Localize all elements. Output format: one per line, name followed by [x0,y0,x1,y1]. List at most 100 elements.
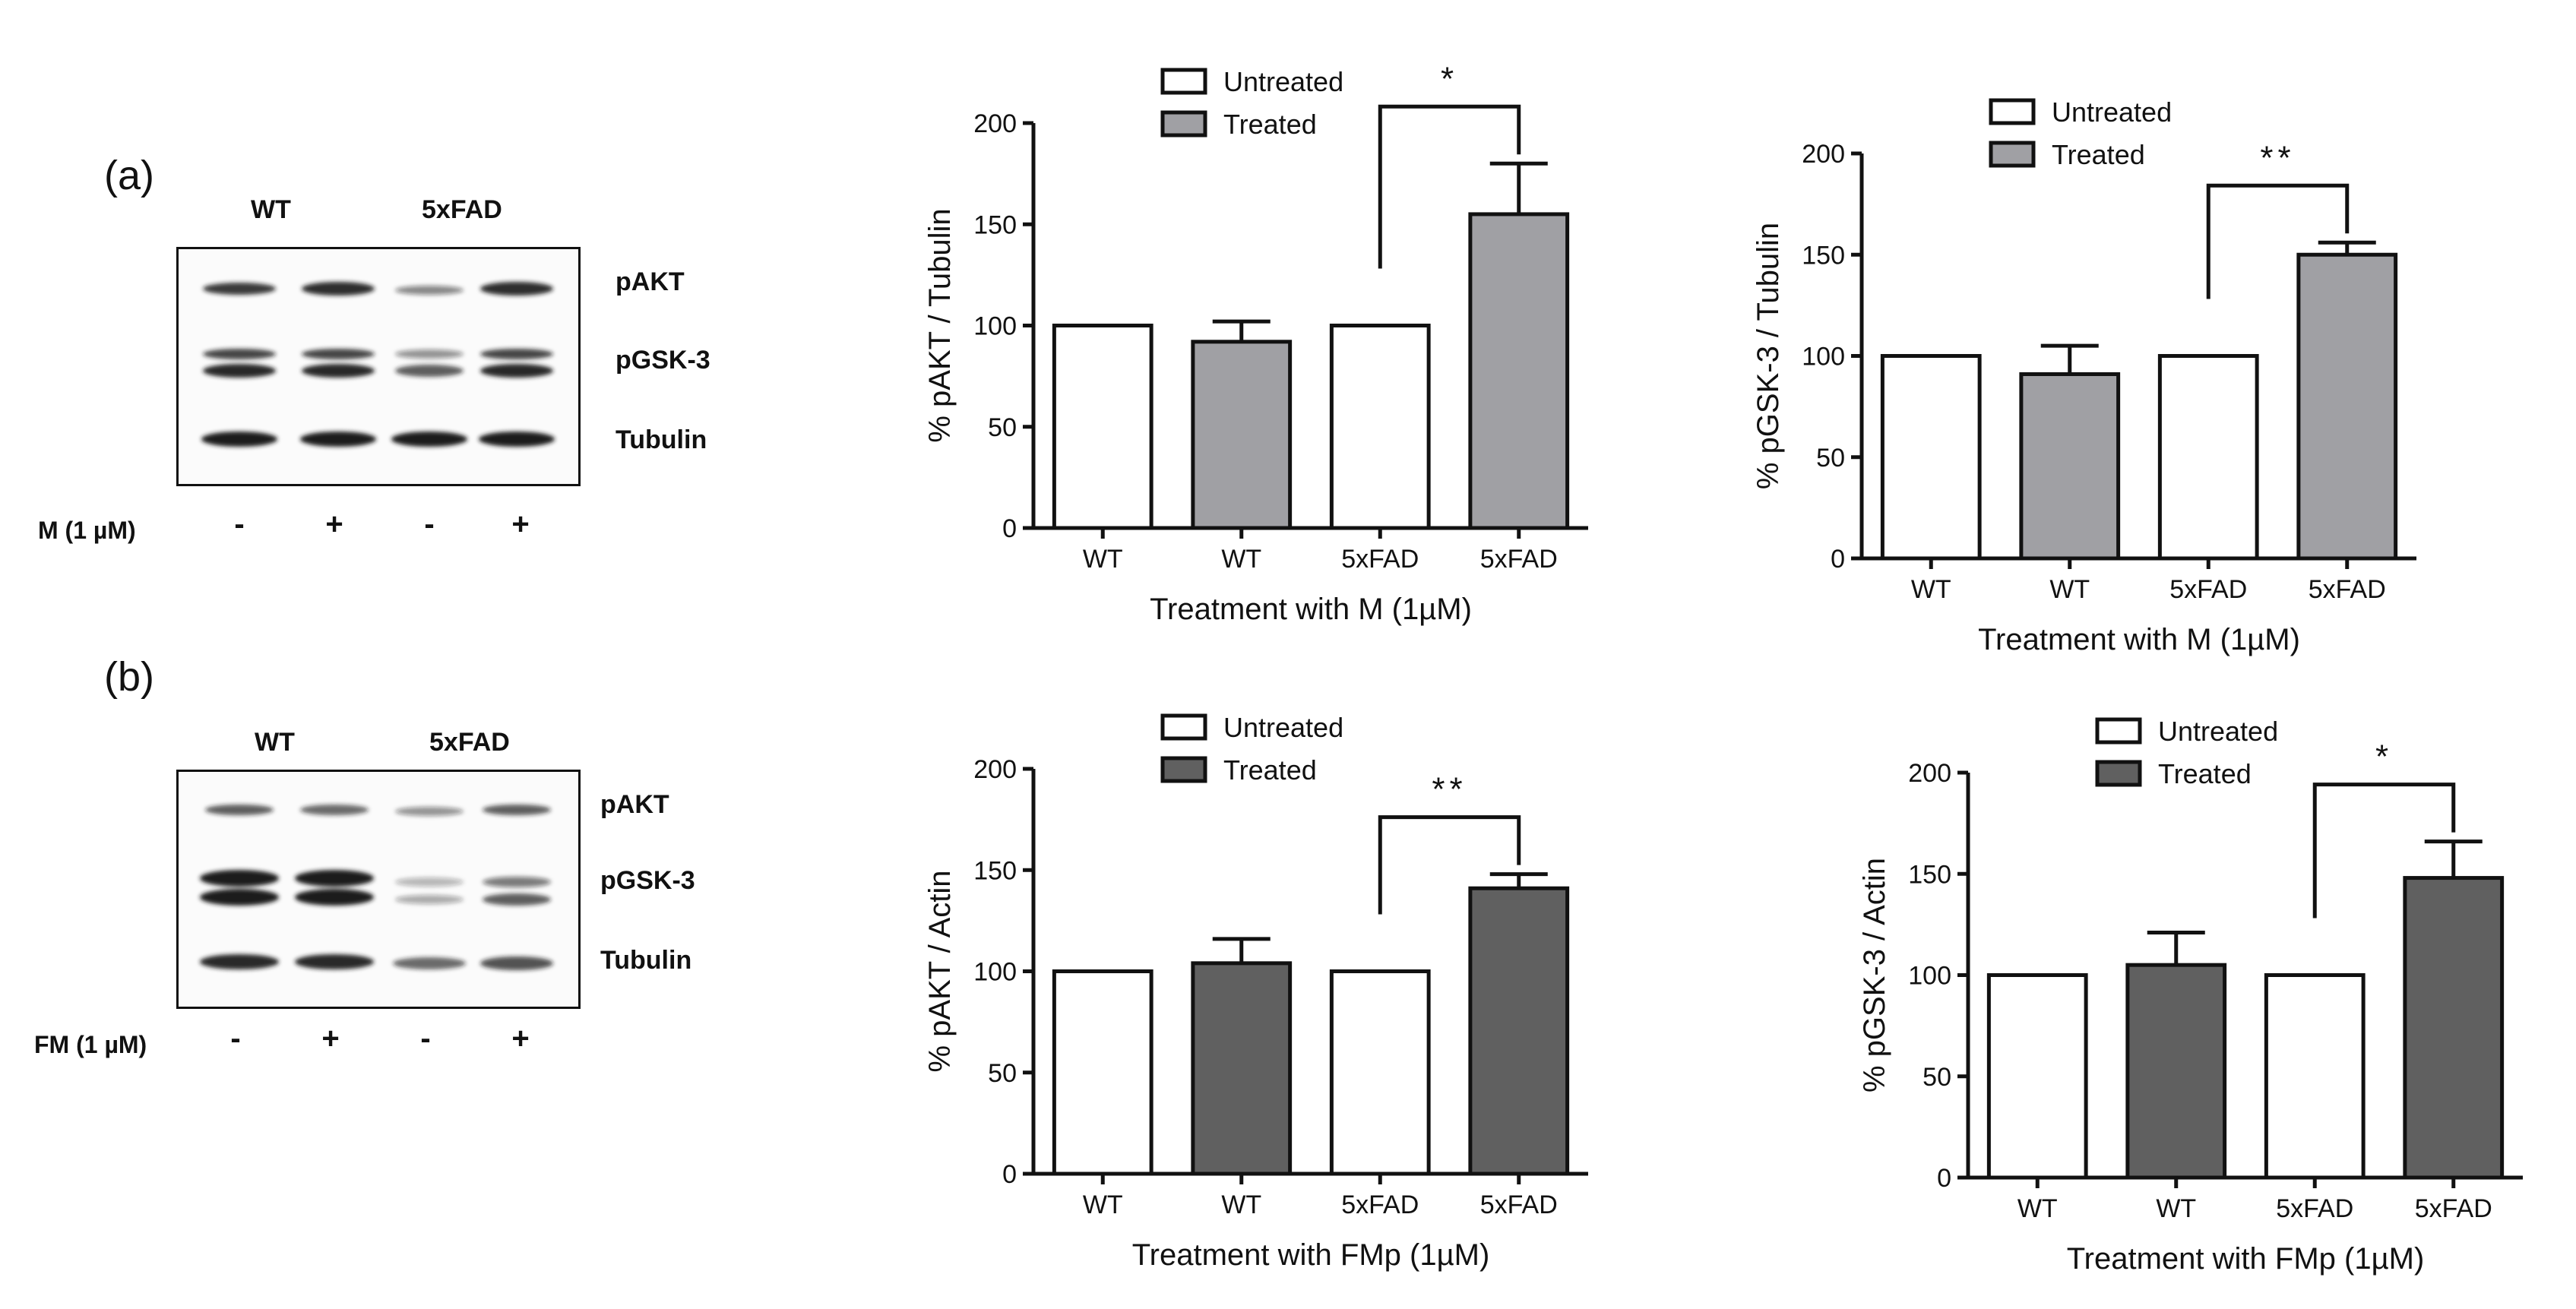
chart-b-pgsk3: 0 50 100 150 200 WT WT 5xFAD 5xFAD Treatment with… [1858,716,2523,1276]
a-pgsk3-legend-swatch-untreated [1989,98,2036,125]
b-pakt-ytick-label-150: 150 [973,856,1017,885]
a-pgsk3-errorbar-4 [2318,240,2376,255]
b-pgsk3-xtick-label-4: 5xFAD [2415,1194,2492,1223]
b-pgsk3-ytick-label-150: 150 [1908,860,1951,889]
a-pakt-ytick-label-100: 100 [973,312,1017,341]
b-pgsk3-ytick-label-0: 0 [1937,1164,1951,1193]
b-pgsk3-xtick-label-2: WT [2156,1194,2196,1223]
a-pakt-xlabel: Treatment with M (1µM) [1150,593,1472,626]
a-pakt-errorbar-2 [1212,319,1271,342]
a-pakt-ytick-label-150: 150 [973,210,1017,239]
b-pakt-errorbar-2 [1212,937,1271,963]
band-a-pakt-4 [480,282,553,296]
band-a-pgsk3-lower-1 [203,364,276,378]
a-pgsk3-xtick-label-3: 5xFAD [2169,575,2247,604]
a-pakt-ytick-label-0: 0 [1002,514,1017,543]
b-pgsk3-ytick-label-200: 200 [1908,759,1951,788]
band-a-pgsk3-upper-2 [302,349,375,359]
a-pakt-errorbar-4 [1489,161,1548,214]
a-pakt-ylabel: % pAKT / Tubulin [923,208,957,442]
b-pgsk3-significance-bracket [2312,783,2456,919]
a-pgsk3-bar-2 [2019,372,2121,561]
a-pgsk3-xtick-label-1: WT [1911,575,1951,604]
blot-b-sign-3: - [420,1022,431,1055]
b-pakt-xtick-label-1: WT [1083,1190,1123,1219]
a-pakt-ytick-label-200: 200 [973,109,1017,138]
band-b-tubulin-1 [200,954,279,969]
western-blot-a [176,247,581,486]
a-pgsk3-bar-1 [1880,354,1982,561]
band-a-pgsk3-lower-2 [302,364,375,378]
blot-a-group-wt: WT [251,195,291,224]
b-pgsk3-bar-3 [2264,973,2366,1180]
a-pgsk3-xlabel: Treatment with M (1µM) [1978,623,2300,656]
b-pakt-ytick-label-50: 50 [988,1059,1017,1088]
blot-a-sign-2: + [325,507,343,541]
band-a-pgsk3-lower-4 [480,364,553,378]
b-pakt-bar-3 [1329,969,1431,1176]
a-pakt-bar-1 [1052,324,1154,530]
panel-label-b: (b) [104,654,154,700]
a-pgsk3-ytick-label-100: 100 [1802,343,1845,372]
blot-b-sign-1: - [230,1022,241,1055]
b-pgsk3-errorbar-4 [2424,839,2483,878]
panel-label-a: (a) [104,153,154,198]
b-pakt-legend-label-untreated: Untreated [1223,712,1343,743]
b-pgsk3-significance-label: * [2375,738,2393,776]
b-pakt-bar-2 [1191,961,1293,1176]
b-pakt-ytick-label-200: 200 [973,755,1017,784]
a-pakt-bar-4 [1468,212,1570,530]
a-pgsk3-legend-swatch-treated [1989,141,2036,168]
band-a-pgsk3-upper-3 [395,349,464,359]
a-pakt-bar-2 [1191,340,1293,530]
band-a-pakt-2 [302,282,375,296]
b-pakt-legend-label-treated: Treated [1223,754,1317,786]
b-pgsk3-bar-1 [1986,973,2088,1180]
a-pakt-ytick-label-50: 50 [988,413,1017,442]
a-pakt-xtick-label-1: WT [1083,545,1123,574]
band-b-pakt-4 [483,805,551,815]
chart-a-pakt: 0 50 100 150 200 WT WT 5xFAD 5xFAD Treatment with… [923,60,1588,626]
a-pgsk3-ytick-label-200: 200 [1802,140,1845,169]
band-b-pakt-2 [300,805,369,815]
blot-a-sign-1: - [234,507,245,541]
b-pakt-ytick-label-0: 0 [1002,1160,1017,1189]
b-pgsk3-errorbar-2 [2147,931,2205,966]
blot-b-band-pgsk3: pGSK-3 [600,866,695,895]
b-pakt-errorbar-4 [1489,872,1548,889]
a-pakt-legend-label-treated: Treated [1223,109,1317,140]
band-b-pgsk3-upper-1 [200,870,279,887]
a-pgsk3-significance-bracket [2206,183,2350,299]
b-pakt-significance-bracket [1378,815,1521,915]
b-pakt-xlabel: Treatment with FMp (1µM) [1132,1238,1490,1272]
blot-a-group-5xfad: 5xFAD [422,195,502,224]
band-b-pgsk3-lower-1 [200,889,279,906]
blot-a-treatment-label: M (1 µM) [38,517,136,544]
band-b-tubulin-3 [393,957,466,969]
blot-b-group-wt: WT [255,728,295,757]
a-pgsk3-bar-3 [2157,354,2259,561]
b-pakt-ytick-label-100: 100 [973,958,1017,987]
a-pakt-legend-label-untreated: Untreated [1223,66,1343,97]
b-pgsk3-ytick-label-100: 100 [1908,962,1951,991]
a-pgsk3-ytick-label-150: 150 [1802,241,1845,270]
b-pgsk3-xlabel: Treatment with FMp (1µM) [2067,1242,2425,1276]
b-pakt-xtick-label-3: 5xFAD [1341,1190,1419,1219]
b-pgsk3-xtick-label-3: 5xFAD [2276,1194,2353,1223]
band-b-pgsk3-lower-2 [295,889,374,906]
b-pakt-xtick-label-2: WT [1221,1190,1261,1219]
b-pgsk3-xtick-label-1: WT [2017,1194,2058,1223]
blot-a-sign-3: - [424,507,435,541]
blot-a-band-pakt: pAKT [616,267,685,296]
blot-a-bands [201,282,555,447]
chart-b-pakt: 0 50 100 150 200 WT WT 5xFAD 5xFAD Treatment with… [923,712,1588,1272]
a-pgsk3-xtick-label-2: WT [2049,575,2090,604]
b-pgsk3-legend-label-untreated: Untreated [2158,716,2278,747]
chart-a-pgsk3: 0 50 100 150 200 WT WT 5xFAD 5xFAD Treatment with… [1752,96,2416,656]
b-pakt-significance-label: ** [1432,771,1467,808]
blot-a-sign-4: + [511,507,530,541]
a-pakt-significance-label: * [1441,60,1458,97]
b-pgsk3-ylabel: % pGSK-3 / Actin [1858,858,1891,1092]
b-pakt-legend-swatch-untreated [1160,713,1207,741]
a-pgsk3-ytick-label-0: 0 [1831,545,1845,574]
